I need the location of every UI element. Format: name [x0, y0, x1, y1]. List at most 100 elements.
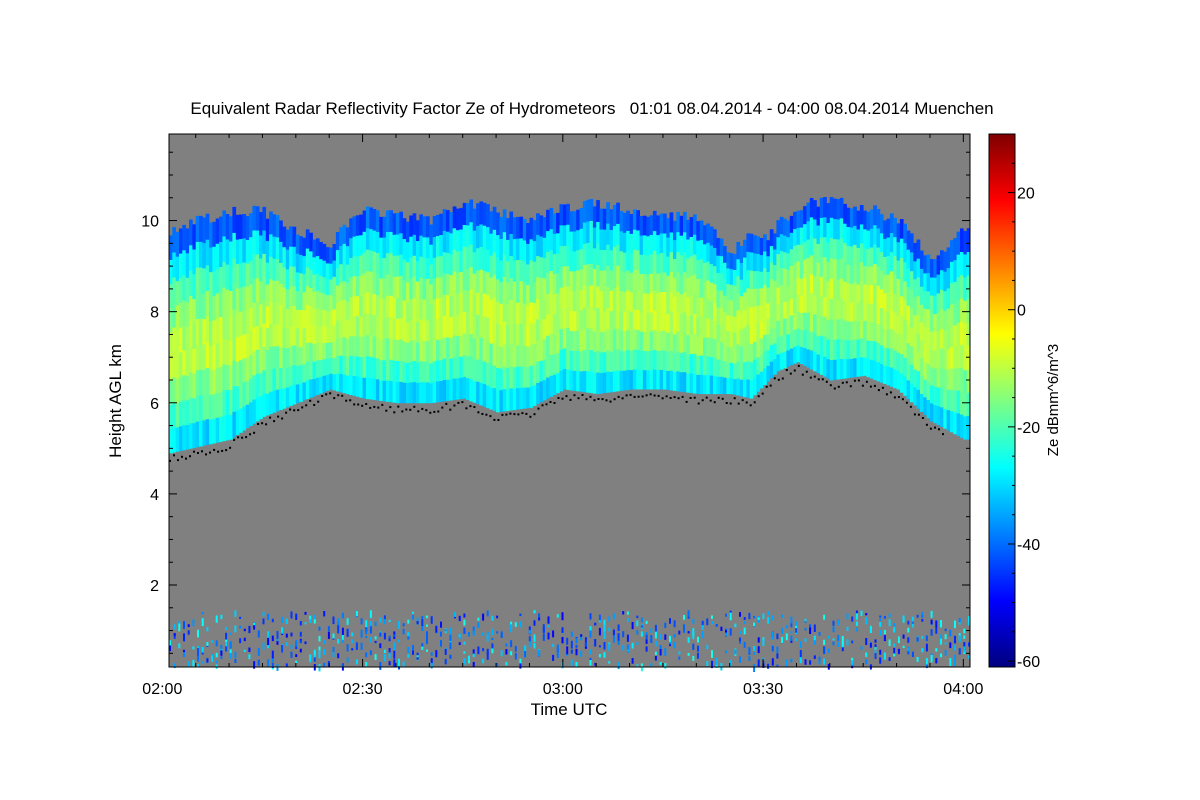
echo-cell	[759, 304, 764, 322]
echo-cell	[856, 339, 861, 359]
echo-cell	[496, 323, 500, 346]
echo-cell	[896, 333, 901, 353]
echo-cell	[933, 331, 937, 351]
echo-cell	[532, 281, 537, 303]
echo-cell	[960, 251, 964, 276]
cloud-base-point	[397, 405, 400, 408]
echo-cell	[836, 199, 841, 220]
echo-cell	[853, 225, 857, 245]
echo-cell	[322, 342, 327, 360]
echo-cell	[743, 344, 747, 363]
echo-cell	[849, 208, 854, 228]
low-echo-cell	[206, 642, 209, 647]
echo-cell	[652, 230, 657, 251]
echo-cell	[916, 352, 921, 372]
echo-cell	[793, 329, 797, 347]
low-echo-cell	[271, 655, 274, 662]
low-echo-cell	[323, 648, 326, 655]
echo-cell	[369, 271, 373, 293]
echo-cell	[542, 318, 547, 340]
cloud-base-point	[577, 397, 580, 400]
cloud-base-point	[461, 401, 464, 404]
echo-cell	[766, 240, 771, 257]
echo-cell	[786, 317, 791, 335]
echo-cell	[886, 237, 891, 256]
echo-cell	[295, 272, 300, 292]
low-echo-cell	[271, 618, 274, 623]
echo-cell	[269, 234, 273, 257]
echo-cell	[826, 339, 831, 360]
echo-cell	[519, 259, 524, 282]
echo-cell	[646, 236, 650, 256]
echo-cell	[966, 228, 971, 252]
echo-cell	[622, 252, 627, 273]
echo-cell	[442, 358, 447, 380]
cloud-base-point	[869, 385, 872, 388]
low-echo-cell	[229, 641, 232, 649]
echo-cell	[866, 321, 871, 341]
echo-cell	[516, 259, 520, 282]
echo-cell	[676, 331, 680, 352]
echo-cell	[756, 322, 761, 341]
echo-cell	[412, 255, 417, 277]
echo-cell	[399, 317, 403, 340]
low-echo-cell	[678, 651, 681, 655]
low-echo-cell	[482, 658, 485, 664]
echo-cell	[736, 241, 741, 260]
echo-cell	[746, 306, 751, 325]
echo-cell	[466, 203, 470, 226]
echo-cell	[739, 345, 744, 363]
low-echo-cell	[636, 664, 639, 668]
echo-cell	[205, 342, 210, 368]
low-echo-cell	[276, 631, 279, 639]
echo-cell	[706, 318, 710, 338]
echo-cell	[225, 389, 230, 416]
echo-cell	[599, 290, 604, 312]
echo-cell	[592, 351, 597, 373]
low-echo-cell	[907, 627, 910, 633]
echo-cell	[185, 228, 190, 254]
echo-cell	[713, 302, 717, 321]
echo-cell	[175, 427, 180, 452]
echo-cell	[466, 268, 470, 291]
echo-cell	[622, 350, 627, 371]
echo-cell	[669, 251, 674, 272]
low-echo-cell	[603, 642, 606, 650]
echo-cell	[469, 289, 474, 312]
low-echo-cell	[323, 662, 326, 667]
echo-cell	[332, 292, 337, 310]
echo-cell	[372, 272, 377, 295]
low-echo-cell	[645, 634, 648, 641]
cloud-base-point	[625, 394, 628, 397]
echo-cell	[696, 259, 700, 280]
echo-cell	[526, 346, 530, 368]
echo-cell	[703, 225, 707, 245]
echo-cell	[713, 265, 717, 285]
echo-cell	[729, 362, 734, 379]
echo-cell	[602, 351, 607, 373]
echo-cell	[796, 294, 801, 312]
echo-cell	[733, 378, 737, 395]
echo-cell	[409, 361, 413, 383]
echo-cell	[576, 209, 580, 231]
echo-cell	[783, 285, 787, 302]
echo-cell	[365, 377, 370, 400]
low-echo-cell	[664, 634, 667, 640]
echo-cell	[632, 229, 637, 250]
echo-cell	[349, 375, 353, 395]
echo-cell	[833, 258, 837, 280]
echo-cell	[499, 368, 504, 391]
echo-cell	[422, 299, 427, 321]
echo-cell	[819, 256, 824, 277]
low-echo-cell	[215, 652, 218, 658]
echo-cell	[909, 364, 914, 384]
echo-cell	[873, 321, 877, 342]
echo-cell	[753, 341, 757, 360]
echo-cell	[719, 376, 724, 394]
low-echo-cell	[673, 641, 676, 649]
echo-cell	[279, 220, 283, 242]
echo-cell	[783, 218, 787, 236]
low-echo-cell	[827, 648, 830, 653]
echo-cell	[733, 300, 737, 317]
echo-cell	[402, 238, 407, 260]
